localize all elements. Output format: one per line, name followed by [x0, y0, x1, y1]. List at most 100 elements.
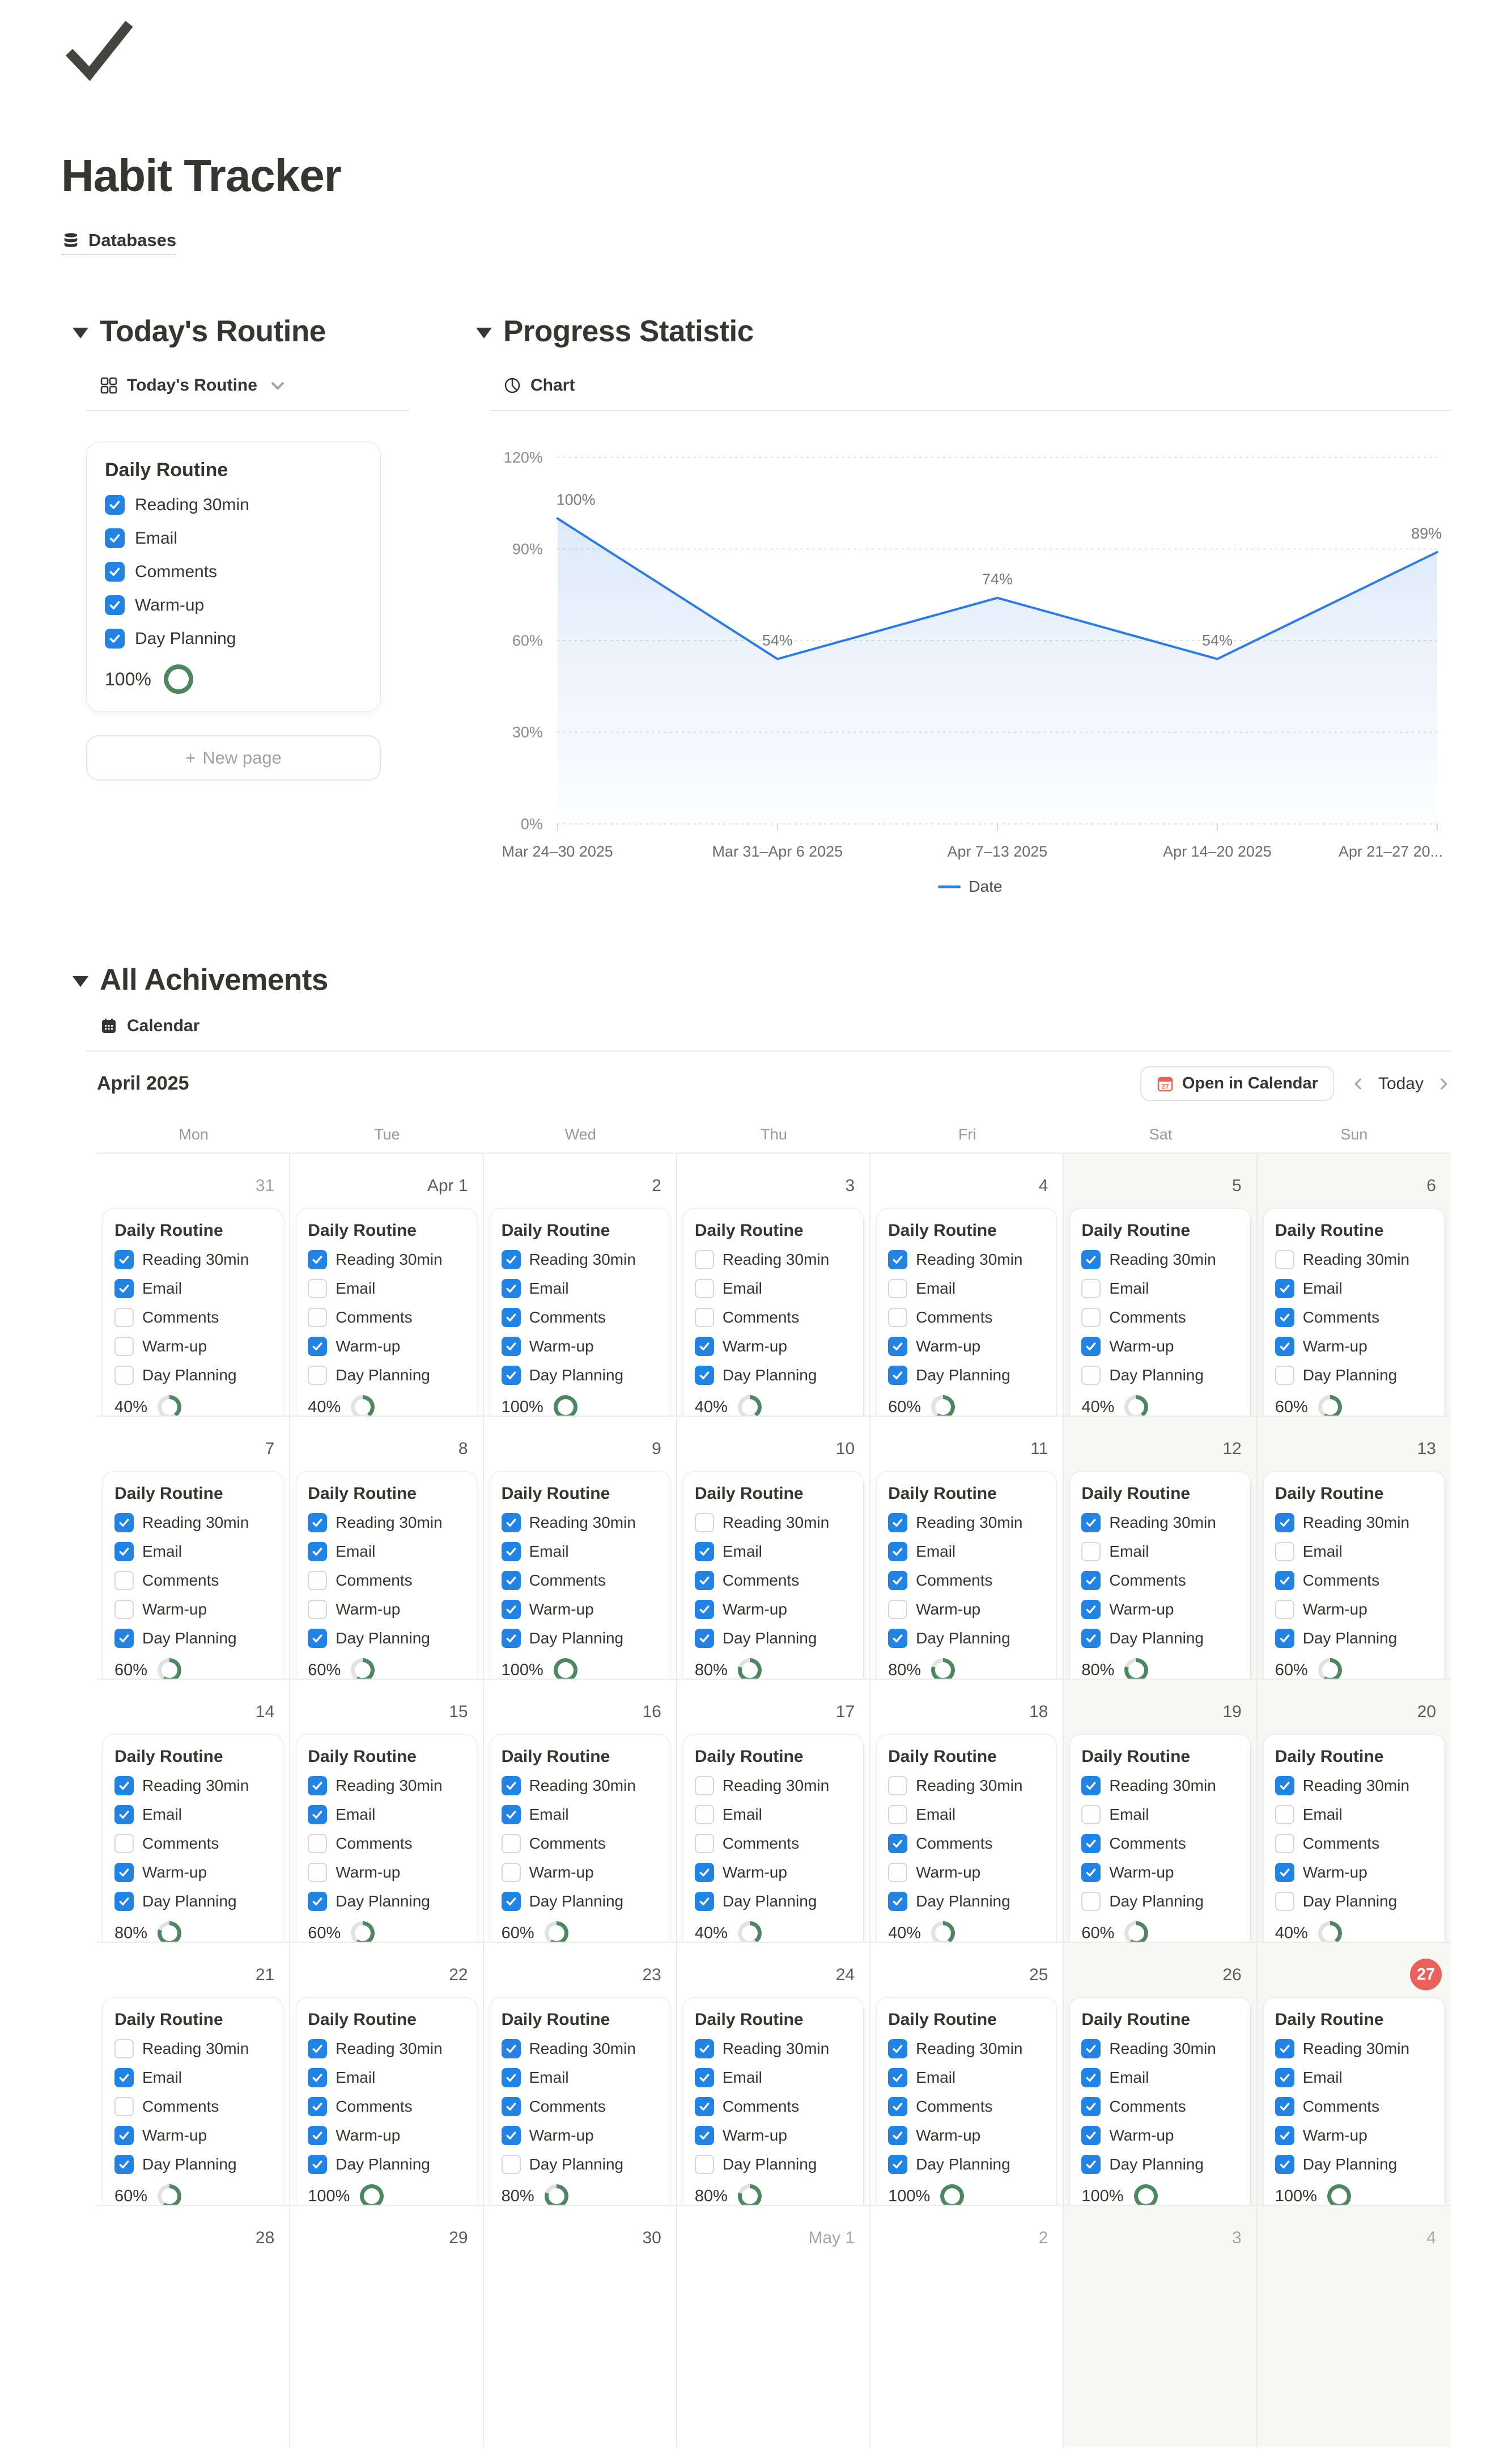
checkbox[interactable] — [308, 1366, 328, 1385]
checkbox[interactable] — [888, 1863, 908, 1883]
checkbox[interactable] — [888, 1629, 908, 1649]
checkbox[interactable] — [1275, 2039, 1294, 2059]
checkbox[interactable] — [501, 1513, 521, 1533]
checkbox[interactable] — [694, 1308, 714, 1328]
calendar-cell[interactable]: 4 Daily Routine Reading 30min Email Comments… — [870, 1154, 1064, 1416]
checkbox[interactable] — [888, 1571, 908, 1591]
checkbox[interactable] — [1081, 1279, 1101, 1299]
daily-routine-card[interactable]: Daily Routine Reading 30min Email Comments W… — [876, 1997, 1057, 2205]
daily-routine-card[interactable]: Daily Routine Reading 30min Email Comments W… — [876, 1471, 1057, 1679]
checkbox[interactable] — [114, 1600, 134, 1620]
checkbox[interactable] — [1275, 2097, 1294, 2117]
checkbox[interactable] — [1081, 2068, 1101, 2088]
calendar-cell[interactable]: 13 Daily Routine Reading 30min Email Comment… — [1257, 1417, 1451, 1679]
checkbox[interactable] — [308, 1250, 328, 1270]
checkbox[interactable] — [114, 2155, 134, 2175]
calendar-cell[interactable]: 3 — [1064, 2206, 1258, 2448]
checkbox[interactable] — [1081, 1308, 1101, 1328]
toggle-triangle-icon[interactable] — [73, 328, 88, 338]
checkbox[interactable] — [308, 2126, 328, 2146]
daily-routine-card[interactable]: Daily Routine Reading 30min Email Comments W… — [682, 1208, 864, 1416]
checkbox[interactable] — [114, 1834, 134, 1854]
calendar-cell[interactable]: 22 Daily Routine Reading 30min Email Comment… — [290, 1943, 484, 2205]
checkbox[interactable] — [308, 1600, 328, 1620]
checkbox[interactable] — [308, 1279, 328, 1299]
daily-routine-card[interactable]: Daily Routine Reading 30min Email Comments W… — [1069, 1208, 1251, 1416]
checkbox[interactable] — [1275, 1776, 1294, 1796]
todays-routine-heading[interactable]: Today's Routine — [61, 314, 409, 349]
checkbox[interactable] — [501, 1366, 521, 1385]
checkbox[interactable] — [1081, 2155, 1101, 2175]
checkbox[interactable] — [694, 1542, 714, 1562]
checkbox[interactable] — [114, 1250, 134, 1270]
calendar-cell[interactable]: 26 Daily Routine Reading 30min Email Comment… — [1064, 1943, 1258, 2205]
checkbox[interactable] — [888, 2126, 908, 2146]
daily-routine-card[interactable]: Daily Routine Reading 30min Email Comments W… — [103, 1734, 284, 1942]
calendar-cell[interactable]: 19 Daily Routine Reading 30min Email Comment… — [1064, 1680, 1258, 1942]
checkbox[interactable] — [888, 2068, 908, 2088]
checkbox[interactable] — [694, 2039, 714, 2059]
checkbox[interactable] — [308, 1308, 328, 1328]
checkbox[interactable] — [114, 1805, 134, 1825]
calendar-cell[interactable]: 15 Daily Routine Reading 30min Email Comment… — [290, 1680, 484, 1942]
checkbox[interactable] — [501, 1863, 521, 1883]
checkbox[interactable] — [1081, 1366, 1101, 1385]
checkbox[interactable] — [888, 1805, 908, 1825]
checkbox[interactable] — [1275, 1571, 1294, 1591]
checkbox[interactable] — [308, 2039, 328, 2059]
calendar-cell[interactable]: 9 Daily Routine Reading 30min Email Comments… — [483, 1417, 677, 1679]
checkbox[interactable] — [501, 2155, 521, 2175]
calendar-cell[interactable]: 21 Daily Routine Reading 30min Email Comment… — [97, 1943, 291, 2205]
checkbox[interactable] — [1275, 1863, 1294, 1883]
daily-routine-card[interactable]: Daily Routine Reading 30min Email Comments W… — [1263, 1734, 1445, 1942]
checkbox[interactable] — [888, 2155, 908, 2175]
daily-routine-card[interactable]: Daily Routine Reading 30min Email Comments W… — [296, 1208, 477, 1416]
calendar-cell[interactable]: 31 Daily Routine Reading 30min Email Comment… — [97, 1154, 291, 1416]
today-button[interactable]: Today — [1378, 1074, 1424, 1093]
view-tab-todays-routine[interactable]: Today's Routine — [86, 376, 290, 395]
checkbox[interactable] — [114, 1337, 134, 1357]
checkbox[interactable] — [114, 2126, 134, 2146]
checkbox[interactable] — [888, 1279, 908, 1299]
checkbox[interactable] — [501, 1250, 521, 1270]
calendar-cell[interactable]: 6 Daily Routine Reading 30min Email Comments… — [1257, 1154, 1451, 1416]
checkbox[interactable] — [1081, 1629, 1101, 1649]
checkbox[interactable] — [1081, 1805, 1101, 1825]
checkbox[interactable] — [694, 1337, 714, 1357]
daily-routine-card[interactable]: Daily Routine Reading 30min Email Comments W… — [489, 1471, 670, 1679]
checkbox[interactable] — [694, 1366, 714, 1385]
checkbox[interactable] — [1081, 2039, 1101, 2059]
checkbox[interactable] — [308, 1337, 328, 1357]
checkbox[interactable] — [1081, 1337, 1101, 1357]
calendar-cell[interactable]: 14 Daily Routine Reading 30min Email Comment… — [97, 1680, 291, 1942]
daily-routine-card[interactable]: Daily Routine Reading 30min Email Comments W… — [1263, 1471, 1445, 1679]
daily-routine-card[interactable]: Daily Routine Reading 30min Email Comments W… — [876, 1208, 1057, 1416]
calendar-cell[interactable]: 8 Daily Routine Reading 30min Email Comments… — [290, 1417, 484, 1679]
checkbox[interactable] — [501, 1571, 521, 1591]
checkbox[interactable] — [1275, 1337, 1294, 1357]
checkbox[interactable] — [888, 1776, 908, 1796]
checkbox[interactable] — [501, 1308, 521, 1328]
checkbox[interactable] — [1081, 1863, 1101, 1883]
checkbox[interactable] — [1275, 1892, 1294, 1912]
checkbox[interactable] — [1081, 1600, 1101, 1620]
checkbox[interactable] — [114, 1279, 134, 1299]
checkbox[interactable] — [308, 1542, 328, 1562]
calendar-cell[interactable]: 29 — [290, 2206, 484, 2448]
daily-routine-card[interactable]: Daily Routine Reading 30min Email Comments W… — [682, 1734, 864, 1942]
checkbox[interactable] — [1275, 1513, 1294, 1533]
checkbox[interactable] — [114, 2039, 134, 2059]
checkbox[interactable] — [1081, 2126, 1101, 2146]
calendar-cell[interactable]: 23 Daily Routine Reading 30min Email Comment… — [483, 1943, 677, 2205]
checkbox[interactable] — [1275, 1308, 1294, 1328]
checkbox[interactable] — [694, 1279, 714, 1299]
checkbox[interactable] — [114, 1863, 134, 1883]
calendar-cell[interactable]: 4 — [1257, 2206, 1451, 2448]
checkbox[interactable] — [501, 1542, 521, 1562]
calendar-cell[interactable]: 30 — [483, 2206, 677, 2448]
checkbox[interactable] — [694, 1863, 714, 1883]
daily-routine-card[interactable]: Daily Routine Reading 30min Email Comments W… — [103, 1208, 284, 1416]
checkbox[interactable] — [105, 629, 125, 649]
new-page-button[interactable]: + New page — [86, 735, 381, 781]
checkbox[interactable] — [114, 1366, 134, 1385]
